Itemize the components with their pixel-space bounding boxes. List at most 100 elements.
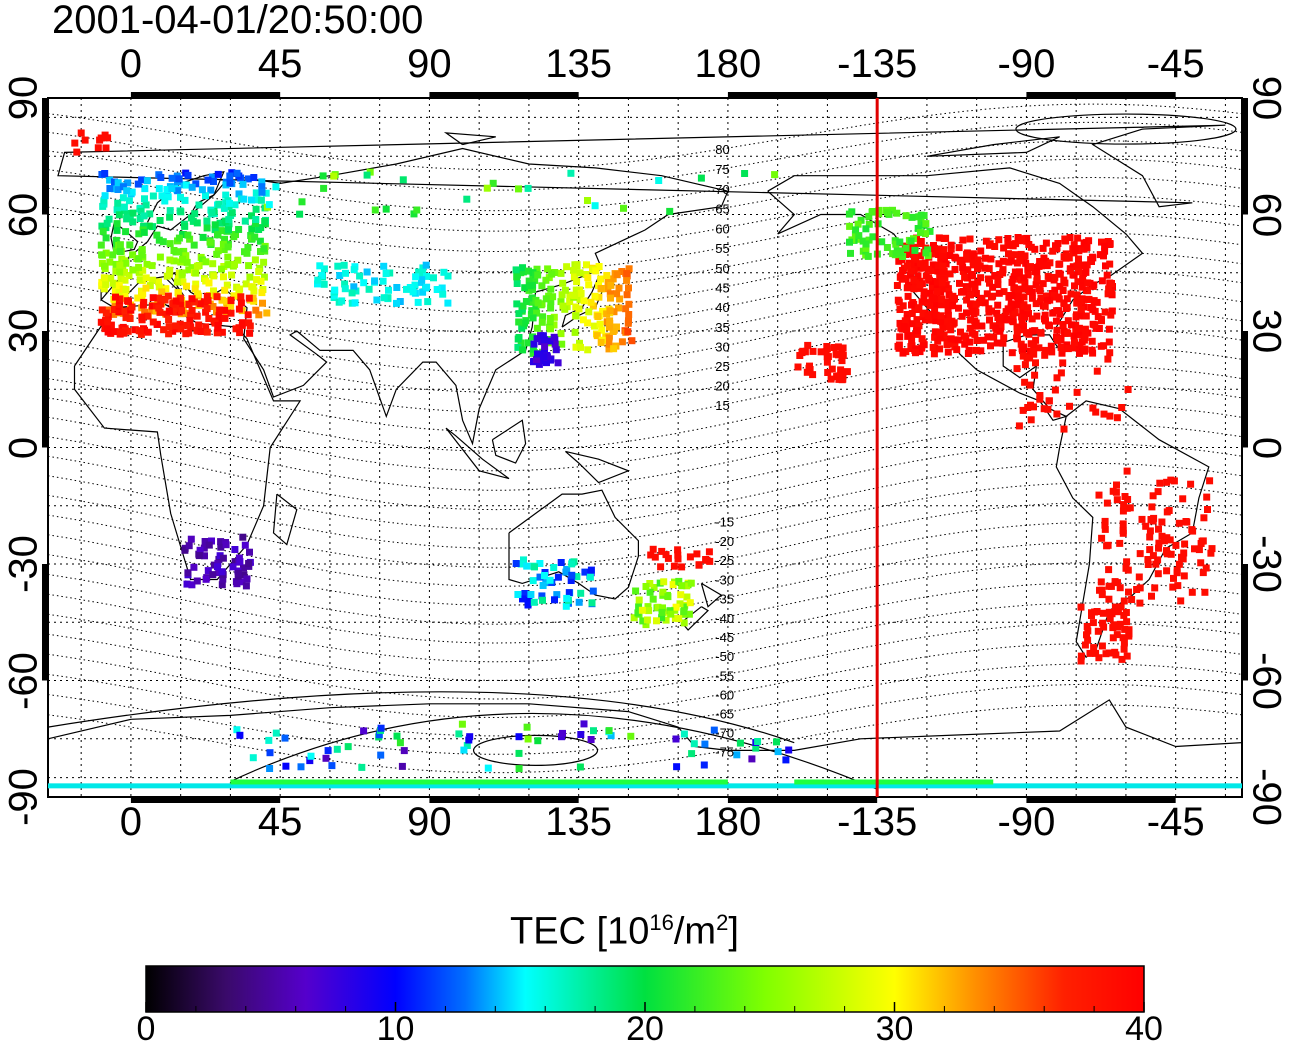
tec-cell [149, 276, 156, 284]
tec-cell [166, 213, 174, 221]
tec-cell [530, 598, 538, 606]
tec-cell [98, 278, 106, 286]
tec-cell [944, 285, 952, 293]
tec-cell [215, 312, 223, 320]
tec-cell [165, 316, 173, 323]
tec-cell [782, 756, 790, 764]
tec-cell [934, 262, 942, 269]
tec-cell [771, 171, 779, 179]
tec-cell [216, 219, 224, 227]
tec-cell [577, 289, 585, 297]
tec-cell [632, 587, 640, 595]
tec-cell [156, 217, 164, 224]
tec-cell [949, 302, 957, 310]
tec-cell [605, 727, 613, 735]
tec-cell [210, 272, 218, 280]
tec-cell [243, 575, 251, 583]
tec-cell [809, 371, 817, 379]
tec-cell [260, 245, 268, 253]
contour-label: -45 [715, 630, 734, 645]
tec-cell [643, 616, 651, 624]
tec-cell [111, 306, 118, 313]
tec-cell [146, 210, 154, 218]
tec-cell [986, 316, 993, 324]
tec-cell [375, 731, 383, 739]
coastline [926, 136, 1060, 157]
contour-label: -15 [715, 515, 734, 530]
tec-cell [579, 316, 587, 324]
tec-cell [1089, 404, 1097, 412]
tec-cell [104, 313, 112, 321]
contour-label: 45 [715, 281, 729, 296]
tec-cell [201, 552, 208, 560]
tec-cell [531, 563, 538, 571]
tec-cell [98, 306, 106, 314]
tec-cell [191, 210, 199, 218]
tec-cell [824, 353, 832, 361]
tec-cell [985, 308, 993, 316]
tec-cell [1101, 308, 1109, 316]
tec-cell [534, 299, 542, 307]
tec-cell [125, 272, 133, 279]
frame-bar [42, 331, 48, 448]
tec-cell [590, 727, 597, 735]
tec-cell [225, 226, 232, 234]
tec-cell [182, 330, 190, 338]
tec-cell [386, 269, 394, 277]
tec-cell [136, 215, 144, 222]
tec-cell [179, 255, 187, 263]
tec-cell [940, 331, 948, 339]
tec-cell [102, 309, 110, 317]
tec-cell [1149, 492, 1157, 500]
tec-cell [1155, 539, 1163, 547]
tec-cell [1046, 274, 1054, 282]
tec-cell [1123, 467, 1131, 475]
tec-cell [1180, 549, 1188, 557]
tec-cell [1149, 552, 1157, 560]
tec-cell [894, 296, 902, 304]
tec-cell [1093, 367, 1101, 375]
tec-cell [557, 269, 565, 277]
tec-cell [385, 286, 392, 294]
tec-cell [1114, 608, 1122, 616]
tec-cell [252, 205, 260, 213]
tec-cell [1049, 247, 1057, 255]
tec-cell [334, 262, 342, 270]
tec-cell [847, 249, 854, 257]
tec-cell [1010, 284, 1018, 292]
frame-bar [1026, 92, 1176, 98]
tec-cell [126, 214, 134, 222]
tec-cell [1011, 308, 1019, 316]
tec-cell [990, 333, 998, 341]
tec-cell [182, 252, 190, 260]
tec-cell [529, 577, 537, 585]
tec-cell [221, 306, 229, 314]
tec-cell [584, 346, 592, 354]
tec-cell [587, 566, 595, 574]
tec-cell [924, 299, 932, 307]
tec-cell [584, 274, 592, 282]
tec-cell [937, 317, 945, 325]
tec-cell [148, 302, 156, 310]
tec-cell [936, 345, 944, 353]
tec-cell [685, 610, 693, 618]
tec-cell [1018, 318, 1026, 326]
tec-cell [1020, 285, 1028, 293]
tec-cell [1123, 652, 1131, 660]
tec-cell [226, 199, 233, 207]
tec-cell [258, 183, 266, 191]
tec-cell [1027, 401, 1034, 409]
tec-cell [1063, 295, 1071, 303]
tec-cell [1028, 294, 1036, 302]
tec-cell [991, 272, 999, 279]
tec-cell [1073, 291, 1081, 299]
tec-cell [204, 567, 212, 575]
tec-cell [589, 302, 597, 310]
tec-cell [234, 569, 242, 577]
tec-cell [331, 286, 339, 294]
tec-cell [131, 326, 139, 334]
tec-cell [919, 264, 927, 272]
tec-cell [971, 330, 979, 338]
top-tick-label: 180 [694, 42, 762, 86]
tec-cell [673, 763, 681, 771]
